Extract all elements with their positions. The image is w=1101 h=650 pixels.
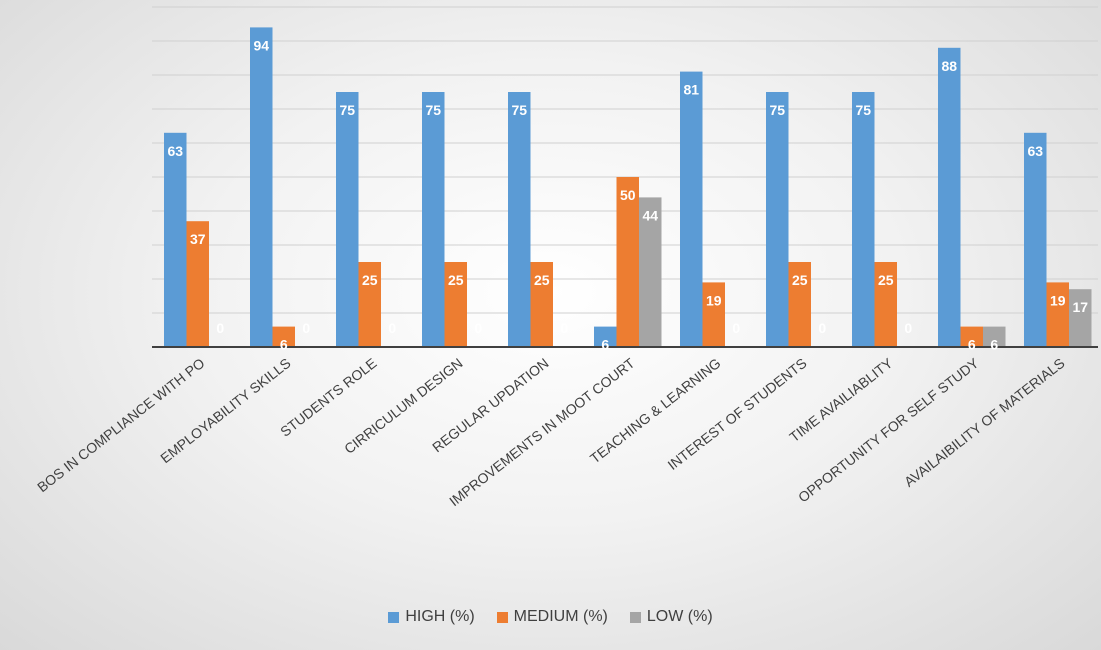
bar (983, 326, 1006, 347)
bar (852, 92, 875, 347)
bar (444, 262, 467, 347)
bar (680, 71, 703, 347)
data-label: 0 (474, 320, 482, 336)
legend: HIGH (%) MEDIUM (%) LOW (%) (0, 608, 1101, 626)
bar (1024, 132, 1047, 347)
data-label: 0 (388, 320, 396, 336)
data-label: 75 (511, 102, 527, 118)
data-label: 25 (534, 272, 550, 288)
bar (594, 326, 617, 347)
data-label: 63 (1027, 143, 1043, 159)
data-label: 44 (642, 207, 658, 223)
data-label: 6 (280, 337, 288, 353)
legend-swatch (629, 611, 641, 623)
bar (164, 132, 187, 347)
category-label: BOS IN COMPLIANCE WITH PO (34, 355, 208, 496)
data-label: 19 (1050, 292, 1066, 308)
category-label: OPPORTUNITY FOR SELF STUDY (795, 354, 982, 505)
bar (788, 262, 811, 347)
data-label: 25 (792, 272, 808, 288)
bar (250, 27, 273, 348)
data-label: 25 (448, 272, 464, 288)
bar (766, 92, 789, 347)
data-label: 75 (769, 102, 785, 118)
category-label: INTEREST OF STUDENTS (664, 355, 809, 473)
bar (639, 197, 662, 347)
data-label: 0 (818, 320, 826, 336)
bar (272, 326, 295, 347)
data-label: 19 (706, 292, 722, 308)
data-label: 81 (683, 82, 699, 98)
bar (186, 221, 209, 347)
data-label: 0 (904, 320, 912, 336)
legend-label: LOW (%) (646, 608, 713, 625)
data-label: 75 (855, 102, 871, 118)
data-label: 6 (601, 337, 609, 353)
legend-item: HIGH (%) (388, 608, 475, 626)
category-label: AVAILAIBILITY OF MATERIALS (901, 355, 1068, 490)
bar (358, 262, 381, 347)
data-label: 0 (732, 320, 740, 336)
legend-item: MEDIUM (%) (496, 608, 608, 626)
data-label: 63 (167, 143, 183, 159)
bar (530, 262, 553, 347)
data-label: 37 (190, 231, 206, 247)
data-label: 25 (878, 272, 894, 288)
data-label: 0 (302, 320, 310, 336)
bar (938, 47, 961, 348)
bar (422, 92, 445, 347)
bars (164, 27, 1092, 348)
data-label: 17 (1072, 299, 1088, 315)
legend-swatch (496, 611, 508, 623)
data-label: 0 (216, 320, 224, 336)
data-label: 6 (990, 337, 998, 353)
chart: 6337094607525075250752506504481190752507… (34, 6, 1098, 509)
bar (508, 92, 531, 347)
data-label: 6 (968, 337, 976, 353)
data-label: 25 (362, 272, 378, 288)
legend-item: LOW (%) (629, 608, 713, 626)
data-label: 88 (941, 58, 957, 74)
legend-swatch (388, 611, 400, 623)
data-label: 50 (620, 187, 636, 203)
data-label: 94 (253, 37, 269, 53)
legend-label: MEDIUM (%) (513, 608, 608, 625)
bar (702, 282, 725, 347)
bar (874, 262, 897, 347)
legend-label: HIGH (%) (405, 608, 475, 625)
bar (1069, 289, 1092, 347)
data-label: 75 (425, 102, 441, 118)
data-label: 75 (339, 102, 355, 118)
bar (616, 177, 639, 347)
bar (960, 326, 983, 347)
data-label: 0 (560, 320, 568, 336)
bar (1046, 282, 1069, 347)
value-labels: 6337094607525075250752506504481190752507… (167, 37, 1088, 352)
category-label: IMPROVEMENTS IN MOOT COURT (446, 354, 638, 509)
bar (336, 92, 359, 347)
